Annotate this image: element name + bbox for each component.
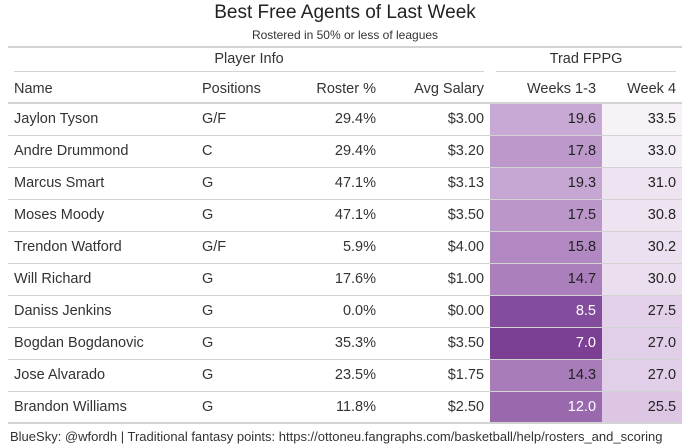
table-cell: $3.13: [447, 175, 485, 191]
table-cell: 0.0%: [342, 303, 376, 319]
table-cell: G: [202, 367, 214, 383]
table-cell: 30.8: [602, 199, 683, 231]
column-header: Weeks 1-3: [490, 75, 603, 104]
table-cell: G: [202, 335, 214, 351]
table-cell: Jaylon Tyson: [14, 111, 99, 128]
table-cell: 27.5: [602, 295, 683, 327]
table-cell: Brandon Williams: [14, 398, 127, 415]
table-cell: G: [202, 303, 214, 319]
table-cell: 15.8: [490, 231, 603, 263]
group-label: Trad FPPG: [496, 51, 677, 72]
table-cell: Trendon Watford: [14, 239, 122, 255]
column-header: Week 4: [602, 75, 683, 104]
table-cell: 7.0: [490, 327, 603, 359]
column-header: Positions: [196, 75, 296, 104]
table-row: Will Richard G 17.6% $1.00 14.7 30.0: [8, 263, 683, 295]
table-cell: G: [202, 398, 214, 415]
subtitle: Rostered in 50% or less of leagues: [251, 28, 439, 42]
table-cell: 23.5%: [334, 367, 376, 383]
table-cell: $4.00: [447, 239, 485, 255]
table-cell: $3.20: [447, 143, 485, 159]
table-cell: 19.3: [490, 167, 603, 199]
table-row: Bogdan Bogdanovic G 35.3% $3.50 7.0 27.0: [8, 327, 683, 359]
table-row: Jose Alvarado G 23.5% $1.75 14.3 27.0: [8, 359, 683, 391]
footer: BlueSky: @wfordh | Traditional fantasy p…: [10, 429, 663, 444]
table-cell: 25.5: [602, 391, 683, 423]
table-cell: $3.50: [447, 335, 485, 351]
table-row: Brandon Williams G 11.8% $2.50 12.0 25.5: [8, 391, 683, 423]
table-cell: 27.0: [602, 327, 683, 359]
table-cell: C: [202, 143, 213, 159]
table-cell: 14.7: [490, 263, 603, 295]
table-cell: 14.3: [490, 359, 603, 391]
table-cell: 17.8: [490, 135, 603, 167]
table-cell: 17.6%: [334, 271, 376, 287]
table-cell: $1.00: [447, 271, 485, 287]
table-cell: 12.0: [490, 391, 603, 423]
column-header: Roster %: [296, 75, 382, 104]
group-label: Player Info: [14, 51, 485, 72]
table-row: Daniss Jenkins G 0.0% $0.00 8.5 27.5: [8, 295, 683, 327]
title: Best Free Agents of Last Week: [214, 2, 476, 23]
group-header: Player Info: [8, 47, 490, 75]
table-cell: 47.1%: [334, 175, 376, 191]
table-cell: $1.75: [447, 367, 485, 383]
table-row: Trendon Watford G/F 5.9% $4.00 15.8 30.2: [8, 231, 683, 263]
table-cell: Marcus Smart: [14, 175, 105, 191]
table: Player Info Trad FPPG Name Positions Roste…: [8, 46, 683, 424]
table-body: Jaylon Tyson G/F 29.4% $3.00 19.6 33.5 Andre D…: [8, 103, 683, 423]
column-header: Name: [8, 75, 196, 104]
table-cell: 33.5: [602, 103, 683, 135]
table-cell: 31.0: [602, 167, 683, 199]
column-row: Name Positions Roster % Avg Salary Weeks 1-3…: [8, 75, 683, 104]
table-cell: Jose Alvarado: [14, 367, 106, 383]
table-cell: $2.50: [447, 398, 485, 415]
table-cell: $0.00: [447, 303, 485, 319]
table-row: Andre Drummond C 29.4% $3.20 17.8 33.0: [8, 135, 683, 167]
table-cell: 35.3%: [334, 335, 376, 351]
table-cell: 29.4%: [334, 143, 376, 159]
table-cell: G/F: [202, 239, 227, 255]
table-row: Moses Moody G 47.1% $3.50 17.5 30.8: [8, 199, 683, 231]
table-cell: 8.5: [490, 295, 603, 327]
table-cell: 19.6: [490, 103, 603, 135]
table-cell: 17.5: [490, 199, 603, 231]
table-cell: Moses Moody: [14, 207, 105, 223]
table-cell: 47.1%: [334, 207, 376, 223]
table-cell: $3.50: [447, 207, 485, 223]
group-row: Player Info Trad FPPG: [8, 47, 682, 75]
group-header: Trad FPPG: [490, 47, 682, 75]
table-cell: 29.4%: [334, 111, 376, 128]
table-cell: $3.00: [447, 111, 485, 128]
column-header: Avg Salary: [382, 75, 491, 104]
table-cell: Daniss Jenkins: [14, 303, 112, 319]
table-cell: G: [202, 207, 214, 223]
table-cell: 33.0: [602, 135, 683, 167]
table-row: Jaylon Tyson G/F 29.4% $3.00 19.6 33.5: [8, 103, 683, 135]
table-cell: 27.0: [602, 359, 683, 391]
table-cell: Will Richard: [14, 271, 92, 287]
table-cell: 30.0: [602, 263, 683, 295]
table-cell: G: [202, 175, 214, 191]
table-cell: Bogdan Bogdanovic: [14, 335, 144, 351]
table-cell: 11.8%: [335, 398, 376, 415]
table-cell: G/F: [202, 111, 227, 128]
table-cell: G: [202, 271, 214, 287]
table-row: Marcus Smart G 47.1% $3.13 19.3 31.0: [8, 167, 683, 199]
table-cell: 30.2: [602, 231, 683, 263]
table-cell: Andre Drummond: [14, 143, 129, 159]
table-cell: 5.9%: [342, 239, 376, 255]
